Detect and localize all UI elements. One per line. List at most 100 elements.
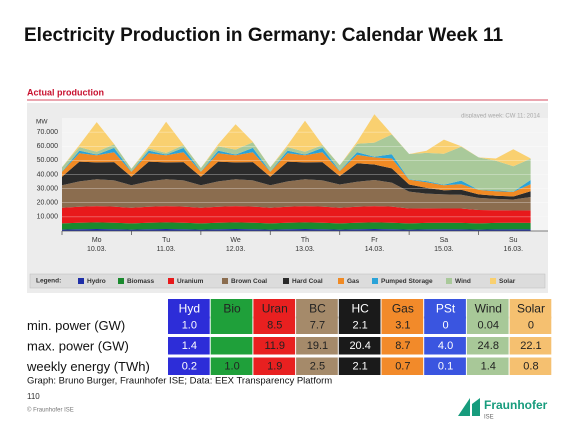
cell-text: 1.9 <box>267 361 282 373</box>
header-text: BC <box>309 301 326 315</box>
table-cell <box>210 337 253 355</box>
cell-text: 1.0 <box>224 361 239 373</box>
table-cell <box>296 316 338 334</box>
cell-text: 0 <box>442 320 448 332</box>
header-text: Solar <box>517 301 545 315</box>
x-tick-label: 11.03. <box>157 246 176 253</box>
legend-label: Hydro <box>87 278 106 285</box>
table-cell <box>381 337 424 355</box>
legend-swatch <box>118 278 124 284</box>
legend-swatch <box>490 278 496 284</box>
table-cell <box>509 316 552 334</box>
cell-text: 1.0 <box>182 320 197 332</box>
cell-text: 24.8 <box>478 340 499 352</box>
table-cell <box>466 316 509 334</box>
logo-mark <box>458 398 480 416</box>
cell-text: 0.2 <box>182 361 197 373</box>
cell-text: 11.9 <box>264 340 285 352</box>
legend-swatch <box>372 278 378 284</box>
x-tick-label: 14.03. <box>365 246 385 253</box>
cell-text: 0.7 <box>395 361 410 373</box>
cell-text: 0.1 <box>438 361 453 373</box>
legend-label: Solar <box>499 278 516 285</box>
table-cell <box>253 316 296 334</box>
cell-text: 20.4 <box>349 340 370 352</box>
x-tick-label: Th <box>301 237 309 244</box>
cell-text: 0.8 <box>523 361 538 373</box>
cell-text: 0.04 <box>478 320 499 332</box>
legend-label: Wind <box>455 278 471 285</box>
area <box>62 206 531 224</box>
table-cell <box>253 337 296 355</box>
x-tick-label: We <box>230 237 240 244</box>
cell-text: 3.1 <box>395 320 410 332</box>
cell-text: 1.4 <box>481 361 496 373</box>
header-cell <box>168 299 210 319</box>
header-text: HC <box>351 301 369 315</box>
row-label: max. power (GW) <box>27 339 129 354</box>
area <box>62 161 531 200</box>
header-cell <box>338 299 381 319</box>
x-tick-label: 10.03. <box>87 246 107 253</box>
slide-title: Electricity Production in Germany: Calen… <box>24 25 503 46</box>
legend-label: Brown Coal <box>231 278 267 285</box>
table-cell <box>338 357 381 375</box>
cell-text: 19.1 <box>307 340 328 352</box>
table-cell <box>381 316 424 334</box>
y-tick-label: 50.000 <box>37 157 59 164</box>
logo-text: Fraunhofer <box>484 398 548 412</box>
header-cell <box>466 299 509 319</box>
row-label: min. power (GW) <box>27 318 125 333</box>
area <box>62 147 531 192</box>
y-tick-label: 20.000 <box>37 200 59 207</box>
table-cell <box>296 337 338 355</box>
table-cell <box>509 357 552 375</box>
area <box>62 152 531 197</box>
table: Hyd Bio Uran BC HC Gas PSt Wind Solar min. power … <box>26 299 552 375</box>
header-cell <box>210 299 253 319</box>
x-tick-label: Fr <box>371 237 378 244</box>
y-axis-label: MW <box>36 119 48 126</box>
legend-title: Legend: <box>36 278 61 285</box>
table-cell <box>424 357 466 375</box>
table-cell <box>338 337 381 355</box>
header-text: Uran <box>262 301 288 315</box>
copyright: © Fraunhofer ISE <box>27 407 74 414</box>
table-cell <box>466 337 509 355</box>
x-tick-label: Mo <box>92 237 102 244</box>
x-tick-label: Su <box>509 237 518 244</box>
x-tick-label: 15.03. <box>434 246 454 253</box>
legend-label: Uranium <box>177 278 204 285</box>
table-cell <box>168 316 210 334</box>
cell-text: 1.4 <box>182 340 197 352</box>
legend-label: Gas <box>347 278 360 285</box>
table-cell <box>210 316 253 334</box>
area <box>62 222 531 230</box>
cell-text: 22.1 <box>520 340 541 352</box>
header-cell <box>381 299 424 319</box>
cell-text: 2.1 <box>353 361 368 373</box>
table-cell <box>338 316 381 334</box>
cell-text: 8.5 <box>267 320 282 332</box>
table-cell <box>210 357 253 375</box>
cell-text: 8.7 <box>395 340 410 352</box>
table-cell <box>381 357 424 375</box>
table-cell <box>424 337 466 355</box>
area <box>62 229 531 231</box>
legend-swatch <box>222 278 228 284</box>
plot: 10.000 20.000 30.000 40.000 50.000 60.000 70.0… <box>37 114 548 253</box>
logo: Fraunhofer ISE <box>458 398 548 421</box>
y-tick-label: 60.000 <box>37 143 59 150</box>
header-cell <box>296 299 338 319</box>
area <box>62 134 531 192</box>
logo-sub: ISE <box>484 415 494 421</box>
cell-text: 7.7 <box>310 320 325 332</box>
table-cell <box>296 357 338 375</box>
legend: Hydro Biomass Uranium Brown Coal Hard Coal Ga… <box>78 278 516 285</box>
header-text: Wind <box>475 301 502 315</box>
header-cell <box>424 299 466 319</box>
cell-text: 0 <box>528 320 534 332</box>
legend-swatch <box>446 278 452 284</box>
header-text: Gas <box>392 301 414 315</box>
